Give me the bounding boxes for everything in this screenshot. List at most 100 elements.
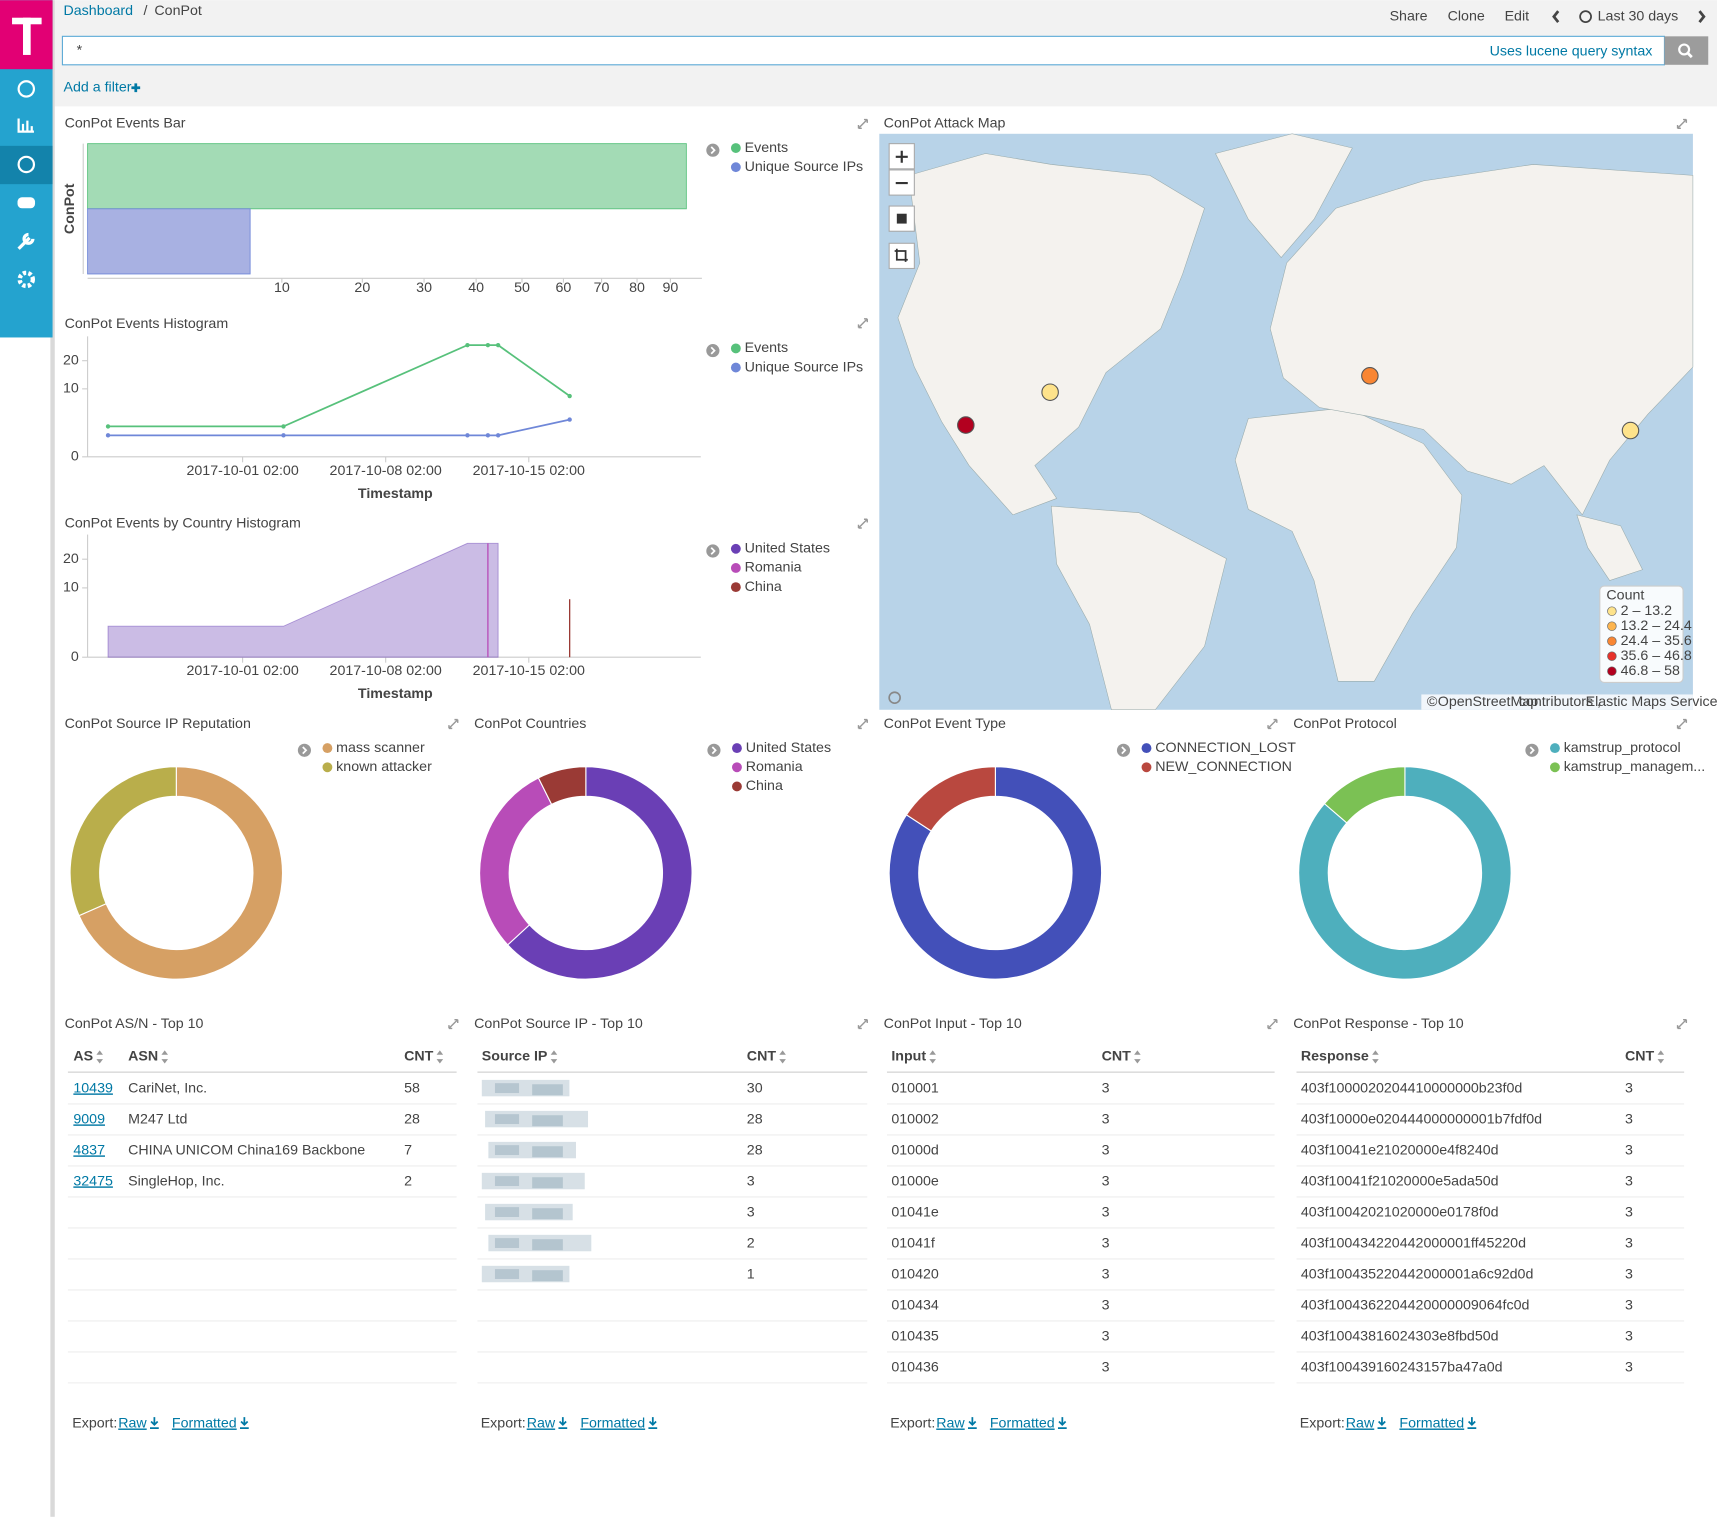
as-link[interactable]: 10439 <box>73 1080 113 1096</box>
export-link[interactable]: Formatted <box>990 1415 1055 1431</box>
donut-slice[interactable] <box>905 766 996 832</box>
legend-label[interactable]: Romania <box>746 759 803 775</box>
legend-label[interactable]: Unique Source IPs <box>745 359 864 375</box>
action-button[interactable]: Edit <box>1505 8 1530 24</box>
area[interactable] <box>107 542 499 658</box>
expand-icon[interactable] <box>448 1018 459 1030</box>
legend-toggle[interactable] <box>297 743 311 757</box>
column-header[interactable]: ASN <box>128 1049 158 1065</box>
point[interactable] <box>567 393 572 399</box>
legend-label[interactable]: CONNECTION_LOST <box>1155 740 1296 756</box>
expand-icon[interactable] <box>857 518 868 529</box>
dashboard-icon[interactable] <box>17 155 36 174</box>
legend-dot[interactable] <box>730 543 741 554</box>
column-header[interactable]: CNT <box>1625 1049 1655 1065</box>
donut-slice[interactable] <box>1298 766 1512 980</box>
legend-dot[interactable] <box>1141 743 1152 754</box>
point[interactable] <box>105 424 111 429</box>
point[interactable] <box>105 433 111 438</box>
donut-slice[interactable] <box>506 766 693 980</box>
export-link[interactable]: Formatted <box>1399 1415 1464 1431</box>
legend-label[interactable]: United States <box>745 541 830 557</box>
legend-dot[interactable] <box>730 343 741 354</box>
legend-label[interactable]: NEW_CONNECTION <box>1155 759 1292 775</box>
point[interactable] <box>485 433 491 438</box>
as-link[interactable]: 9009 <box>73 1111 105 1127</box>
map-marker[interactable] <box>1041 383 1059 401</box>
export-link[interactable]: Formatted <box>580 1415 645 1431</box>
legend-label[interactable]: Romania <box>745 560 802 576</box>
legend-dot[interactable] <box>732 743 742 754</box>
expand-icon[interactable] <box>857 118 868 130</box>
add-filter[interactable]: Add a filter <box>64 80 132 96</box>
legend-dot[interactable] <box>732 762 742 773</box>
legend-toggle[interactable] <box>707 743 721 757</box>
query-hint[interactable]: Uses lucene query syntax <box>1490 43 1653 59</box>
legend-dot[interactable] <box>732 781 742 792</box>
search-button[interactable] <box>1664 36 1709 65</box>
attribution[interactable]: OpenStreetMap <box>1438 694 1538 710</box>
legend-toggle[interactable] <box>706 544 720 558</box>
export-link[interactable]: Raw <box>1346 1415 1375 1431</box>
devtools-icon[interactable] <box>17 232 35 250</box>
legend-dot[interactable] <box>1550 762 1560 773</box>
expand-icon[interactable] <box>448 718 459 730</box>
legend-toggle[interactable] <box>1525 743 1539 757</box>
legend-dot[interactable] <box>730 143 741 153</box>
donut-slice[interactable] <box>537 766 587 806</box>
map-marker[interactable] <box>1621 421 1640 440</box>
export-link[interactable]: Formatted <box>172 1415 237 1431</box>
action-button[interactable]: Share <box>1390 8 1428 24</box>
legend-dot[interactable] <box>322 762 333 773</box>
export-link[interactable]: Raw <box>527 1415 556 1431</box>
export-link[interactable]: Raw <box>118 1415 147 1431</box>
column-header[interactable]: Response <box>1301 1049 1369 1065</box>
expand-icon[interactable] <box>857 318 868 329</box>
time-range[interactable]: Last 30 days <box>1598 8 1679 24</box>
legend-label[interactable]: Events <box>745 340 788 356</box>
attribution[interactable]: Elastic Maps Service <box>1586 694 1717 710</box>
expand-icon[interactable] <box>857 718 868 730</box>
as-link[interactable]: 32475 <box>73 1173 113 1189</box>
legend-label[interactable]: China <box>746 778 783 794</box>
as-link[interactable]: 4837 <box>73 1142 105 1158</box>
point[interactable] <box>465 342 470 348</box>
column-header[interactable]: CNT <box>747 1049 777 1065</box>
breadcrumb[interactable]: Dashboard <box>64 3 134 19</box>
map-marker[interactable] <box>957 416 975 434</box>
donut-slice[interactable] <box>888 766 1103 980</box>
legend-label[interactable]: Unique Source IPs <box>745 159 864 175</box>
legend-dot[interactable] <box>322 743 333 754</box>
column-header[interactable]: Input <box>891 1049 926 1065</box>
legend-dot[interactable] <box>730 162 741 173</box>
expand-icon[interactable] <box>1676 118 1688 130</box>
legend-label[interactable]: United States <box>746 740 831 756</box>
legend-label[interactable]: Events <box>745 140 788 156</box>
point[interactable] <box>281 424 286 429</box>
legend-label[interactable]: mass scanner <box>336 740 425 756</box>
legend-toggle[interactable] <box>706 344 720 358</box>
column-header[interactable]: AS <box>73 1049 93 1065</box>
export-link[interactable]: Raw <box>936 1415 965 1431</box>
column-header[interactable]: CNT <box>404 1049 434 1065</box>
donut-slice[interactable] <box>69 766 177 917</box>
legend-dot[interactable] <box>730 582 741 593</box>
bar[interactable] <box>87 208 251 275</box>
legend-label[interactable]: known attacker <box>336 759 432 775</box>
timelion-icon[interactable] <box>17 197 36 209</box>
legend-toggle[interactable] <box>706 143 720 157</box>
next-icon[interactable] <box>1698 10 1706 23</box>
expand-icon[interactable] <box>1676 1018 1688 1030</box>
discover-icon[interactable] <box>17 80 36 98</box>
legend-dot[interactable] <box>730 563 741 573</box>
legend-dot[interactable] <box>1141 762 1152 773</box>
crop-button[interactable] <box>888 242 915 270</box>
bar[interactable] <box>87 143 687 210</box>
expand-icon[interactable] <box>1267 718 1278 730</box>
prev-icon[interactable] <box>1552 10 1560 23</box>
point[interactable] <box>567 417 572 422</box>
map-marker[interactable] <box>1361 367 1379 385</box>
point[interactable] <box>465 433 470 438</box>
expand-icon[interactable] <box>1267 1018 1278 1030</box>
legend-label[interactable]: China <box>745 579 782 595</box>
